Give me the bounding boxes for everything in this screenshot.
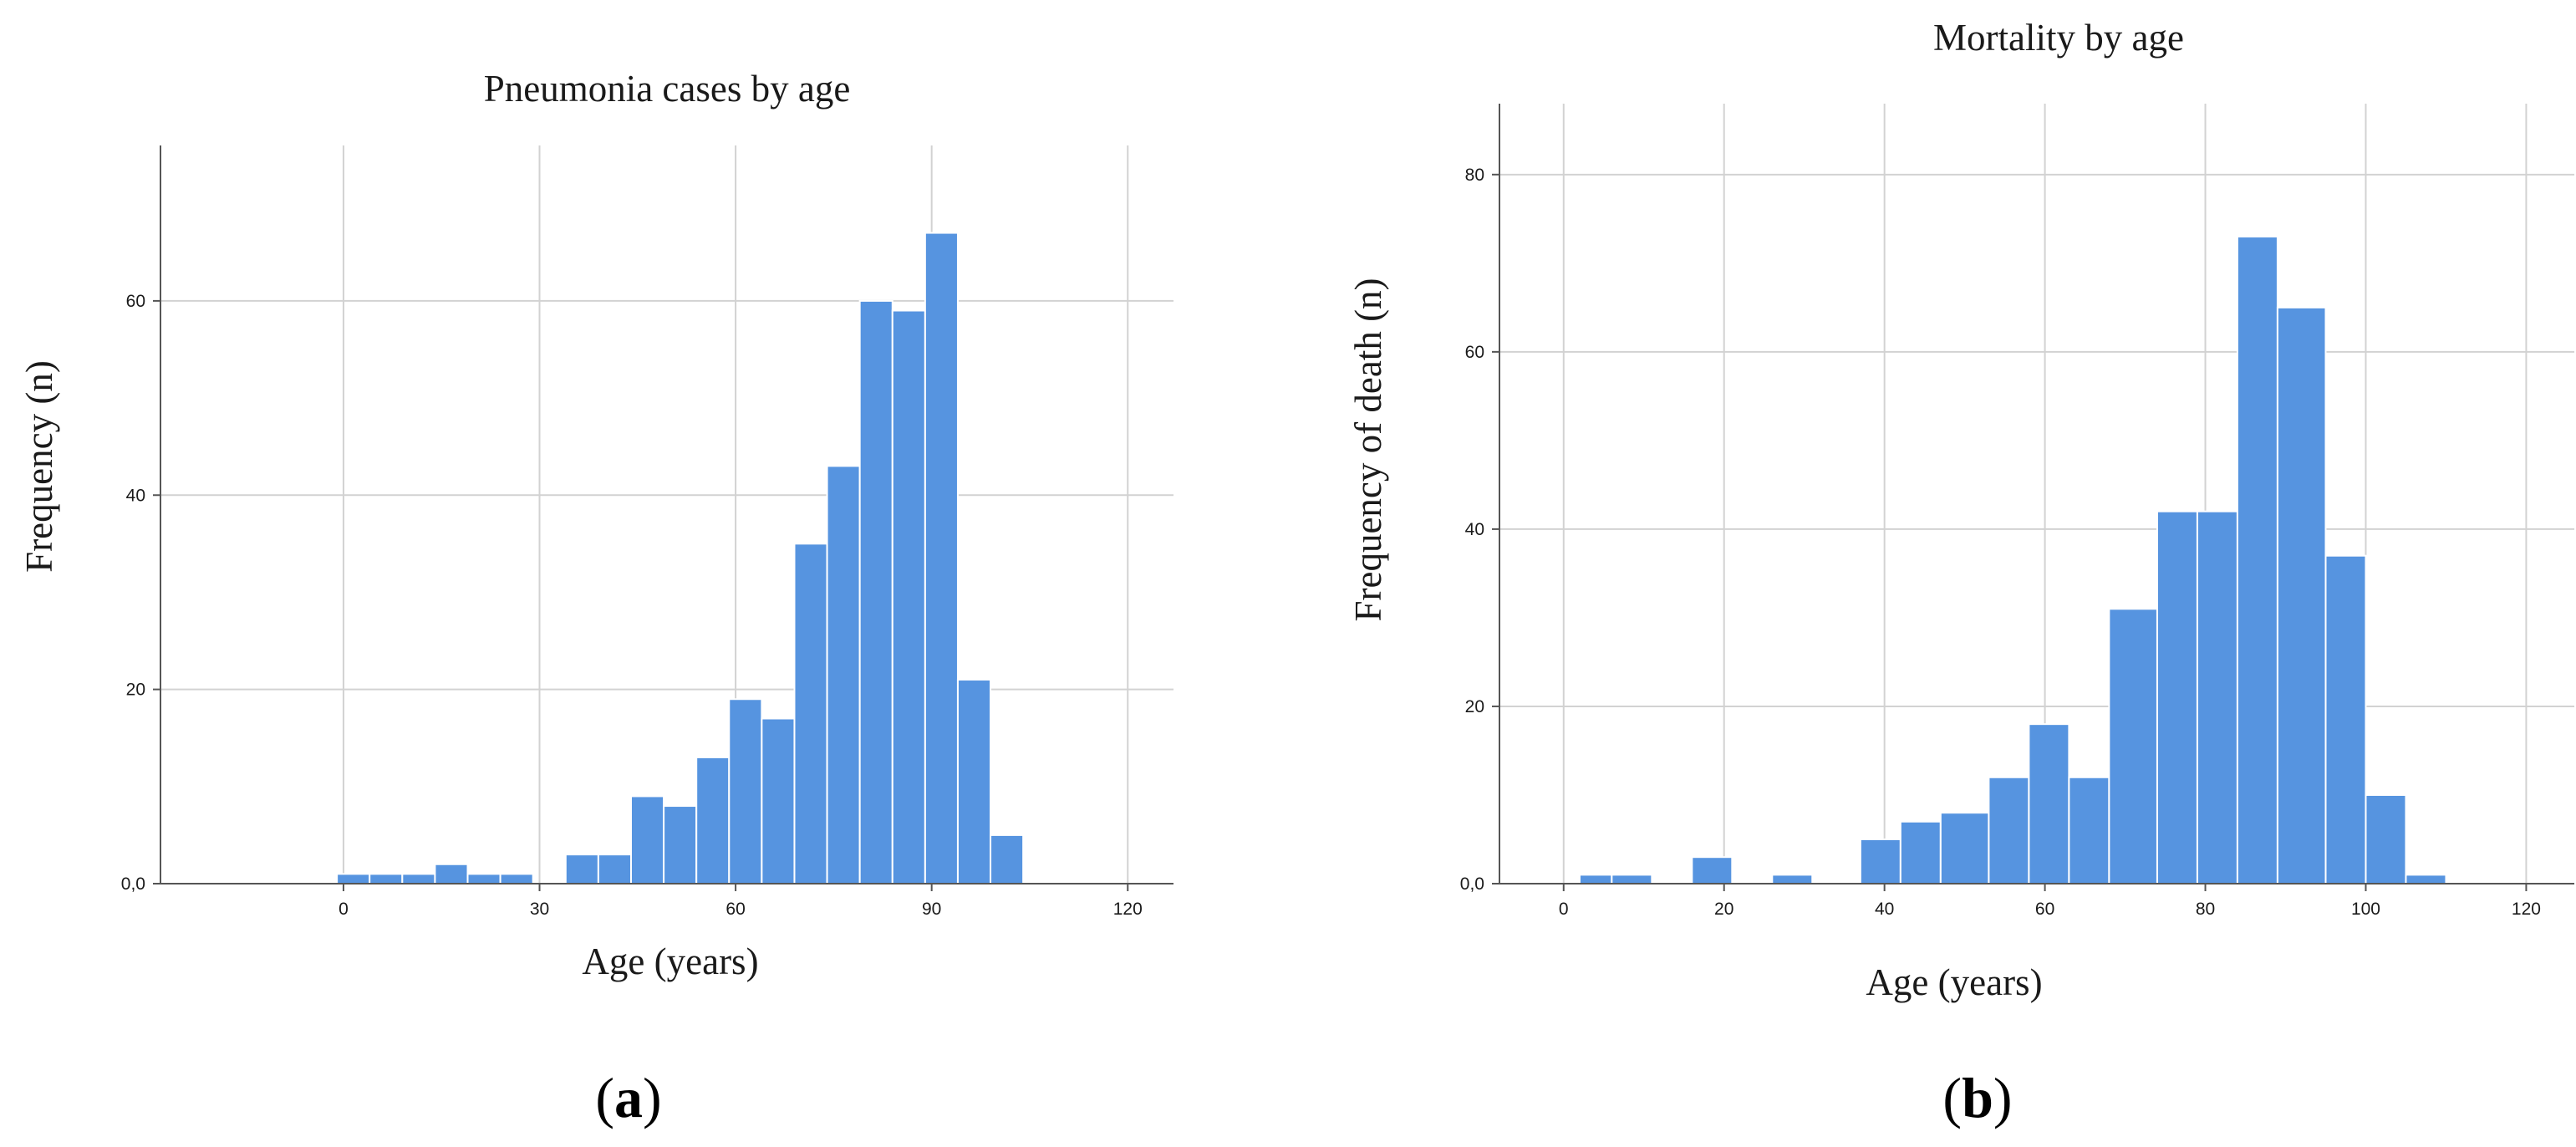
- y-tick-label: 60: [1465, 343, 1484, 362]
- histogram-bar: [891, 309, 926, 884]
- y-tick-label: 80: [1465, 166, 1484, 185]
- histogram-bar: [826, 465, 861, 884]
- chart-title-b: Mortality by age: [1933, 17, 2184, 59]
- histogram-bar: [2196, 510, 2238, 884]
- histogram-bar: [728, 698, 763, 884]
- histogram-bar: [1988, 776, 2030, 884]
- x-tick-label: 90: [922, 900, 941, 919]
- y-tick-label: 0,0: [1460, 874, 1484, 894]
- histogram-bar: [466, 873, 501, 885]
- histogram-bar: [1771, 874, 1814, 884]
- histogram-bar: [1899, 820, 1942, 885]
- bars-b: [1578, 236, 2447, 885]
- histogram-bar: [2405, 874, 2447, 884]
- histogram-bar: [695, 756, 731, 884]
- histogram-bar: [1578, 874, 1613, 884]
- x-tick-label: 120: [1113, 900, 1143, 919]
- bars-a: [336, 232, 1025, 885]
- histogram-bar: [369, 873, 404, 885]
- histogram-bar: [401, 873, 436, 885]
- tick-labels-a: 0 30 60 90 120 0,0 20 40 60: [121, 292, 1143, 919]
- histogram-bar: [597, 854, 632, 884]
- histogram-bar: [1691, 856, 1733, 885]
- histogram-bar: [2365, 793, 2407, 885]
- panel-letter-a: a: [614, 1066, 643, 1129]
- histogram-bar: [2156, 510, 2198, 884]
- tick-labels-b: 0 20 40 60 80 100 120 0,0 20 40 60 80: [1460, 166, 2541, 919]
- y-tick-label: 60: [126, 292, 145, 311]
- histogram-bar: [2276, 306, 2327, 884]
- x-axis-label-a: Age (years): [582, 941, 758, 982]
- y-tick-label: 20: [126, 681, 145, 700]
- panel-letter-b: b: [1962, 1066, 1993, 1129]
- y-axis-label-b: Frequency of death (n): [1347, 278, 1389, 621]
- x-axis-label-b: Age (years): [1866, 961, 2042, 1003]
- x-tick-label: 40: [1875, 900, 1894, 919]
- y-axis-label-a: Frequency (n): [18, 360, 60, 573]
- plot-area-a: [160, 145, 1173, 884]
- y-tick-label: 20: [1465, 697, 1484, 716]
- axes-b: [1492, 104, 2574, 891]
- x-tick-label: 120: [2512, 900, 2541, 919]
- x-tick-label: 100: [2351, 900, 2380, 919]
- panel-label-a: (a): [595, 1066, 661, 1129]
- histogram-bar: [1939, 812, 1990, 885]
- histogram-bar: [499, 873, 534, 885]
- axes-a: [153, 145, 1173, 891]
- x-tick-label: 30: [530, 900, 549, 919]
- chart-panel-b: 0 20 40 60 80 100 120 0,0 20 40 60 80 Mortality by …: [1347, 17, 2574, 1129]
- histogram-bar: [1611, 874, 1653, 884]
- histogram-bar: [564, 854, 599, 884]
- histogram-bar: [2324, 554, 2367, 884]
- histogram-bar: [336, 873, 371, 885]
- histogram-bar: [1859, 838, 1901, 885]
- histogram-bar: [663, 805, 698, 884]
- y-tick-label: 40: [1465, 520, 1484, 539]
- x-tick-label: 60: [725, 900, 745, 919]
- x-tick-label: 0: [1559, 900, 1569, 919]
- histogram-bar: [629, 795, 665, 884]
- y-tick-label: 40: [126, 486, 145, 505]
- panel-label-b: (b): [1942, 1066, 2012, 1129]
- histogram-bar: [858, 299, 893, 885]
- histogram-bar: [924, 232, 959, 884]
- histogram-bar: [990, 833, 1025, 885]
- histogram-bar: [2236, 236, 2278, 884]
- histogram-bar: [793, 543, 828, 885]
- histogram-bar: [2108, 608, 2158, 884]
- histogram-bar: [761, 717, 796, 884]
- histogram-bar: [2068, 776, 2110, 884]
- x-tick-label: 80: [2196, 900, 2215, 919]
- x-tick-label: 0: [339, 900, 349, 919]
- histogram-bar: [2028, 723, 2070, 885]
- histogram-bar: [434, 863, 469, 885]
- chart-title-a: Pneumonia cases by age: [484, 68, 851, 110]
- x-tick-label: 60: [2035, 900, 2054, 919]
- chart-panel-a: 0 30 60 90 120 0,0 20 40 60 Pneumonia cases by a…: [18, 68, 1173, 1129]
- histogram-bar: [956, 679, 992, 885]
- x-tick-label: 20: [1714, 900, 1733, 919]
- y-tick-label: 0,0: [121, 874, 145, 894]
